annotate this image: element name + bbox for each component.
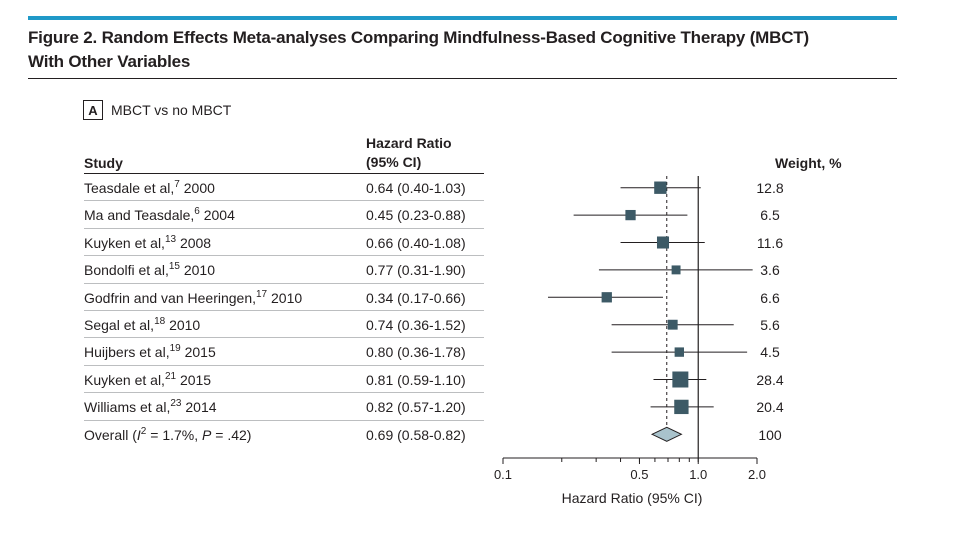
weight-value: 6.6 <box>760 289 780 306</box>
weight-value: 4.5 <box>760 344 780 361</box>
reference-superscript: 19 <box>169 343 181 355</box>
column-header-study: Study <box>84 155 123 171</box>
weight-value: 12.8 <box>756 180 784 196</box>
reference-superscript: 21 <box>164 370 177 382</box>
study-name: Bondolfi et al,15 2010 <box>84 261 216 279</box>
study-name: Ma and Teasdale,6 2004 <box>84 206 235 224</box>
study-name: Godfrin and van Heeringen,17 2010 <box>84 288 303 306</box>
header-rule <box>84 173 484 174</box>
study-name: Huijbers et al,19 2015 <box>84 343 216 361</box>
column-header-hr-line-2: (95% CI) <box>366 154 422 170</box>
table-row: Bondolfi et al,15 2010 0.77 (0.31-1.90) <box>84 256 484 284</box>
panel-label: A MBCT vs no MBCT <box>83 100 231 120</box>
reference-superscript: 23 <box>170 398 182 410</box>
study-estimate-marker <box>625 209 636 221</box>
figure-title-line-1: Figure 2. Random Effects Meta-analyses C… <box>28 28 809 47</box>
table-row: Kuyken et al,13 2008 0.66 (0.40-1.08) <box>84 229 484 257</box>
reference-superscript: 13 <box>164 233 177 245</box>
x-axis-label: Hazard Ratio (95% CI) <box>562 490 703 506</box>
row-rule <box>84 392 484 394</box>
study-estimate-marker <box>667 319 678 330</box>
x-axis-tick-label: 0.1 <box>494 467 512 482</box>
overall-label: Overall (I2 = 1.7%, P = .42) <box>84 425 252 443</box>
table-row: Williams et al,23 2014 0.82 (0.57-1.20) <box>84 393 484 421</box>
overall-weight-value: 100 <box>758 426 782 443</box>
overall-diamond <box>650 426 683 442</box>
row-rule <box>84 255 484 257</box>
column-header-hazard-ratio: Hazard Ratio (95% CI) <box>366 134 452 172</box>
table-row: Segal et al,18 2010 0.74 (0.36-1.52) <box>84 311 484 339</box>
hazard-ratio-value: 0.77 (0.31-1.90) <box>366 262 466 279</box>
row-rule <box>84 282 484 284</box>
column-header-weight: Weight, % <box>775 155 842 171</box>
x-axis-tick-label: 1.0 <box>689 467 707 482</box>
figure-title: Figure 2. Random Effects Meta-analyses C… <box>28 26 897 74</box>
row-rule <box>84 419 484 421</box>
study-name: Teasdale et al,7 2000 <box>84 179 215 197</box>
weight-value: 6.5 <box>760 207 780 224</box>
panel-caption: MBCT vs no MBCT <box>111 102 232 118</box>
reference-superscript: 18 <box>154 316 166 327</box>
reference-superscript: 15 <box>168 261 180 273</box>
hazard-ratio-value: 0.82 (0.57-1.20) <box>366 399 466 416</box>
study-name: Kuyken et al,21 2015 <box>84 370 212 388</box>
column-header-hr-line-1: Hazard Ratio <box>366 135 452 151</box>
study-estimate-marker <box>654 181 667 194</box>
table-row: Kuyken et al,21 2015 0.81 (0.59-1.10) <box>84 366 484 394</box>
table-row: Godfrin and van Heeringen,17 2010 0.34 (0… <box>84 284 484 311</box>
table-row: Ma and Teasdale,6 2004 0.45 (0.23-0.88) <box>84 201 484 229</box>
reference-superscript: 6 <box>194 206 200 218</box>
study-estimate-marker <box>601 292 612 303</box>
study-name: Williams et al,23 2014 <box>84 398 217 416</box>
panel-letter: A <box>83 100 103 120</box>
hazard-ratio-value: 0.74 (0.36-1.52) <box>366 317 466 333</box>
reference-superscript: 17 <box>256 288 268 300</box>
hazard-ratio-value: 0.64 (0.40-1.03) <box>366 180 466 196</box>
study-name: Kuyken et al,13 2008 <box>84 233 212 251</box>
study-estimate-marker <box>672 371 689 388</box>
table-row: Teasdale et al,7 2000 0.64 (0.40-1.03) <box>84 174 484 202</box>
study-estimate-marker <box>674 399 689 415</box>
title-rule <box>28 78 897 79</box>
reference-superscript: 7 <box>174 179 180 190</box>
weight-value: 5.6 <box>760 317 780 333</box>
hazard-ratio-value: 0.81 (0.59-1.10) <box>366 371 466 388</box>
row-rule <box>84 227 484 229</box>
top-accent-bar <box>28 16 897 20</box>
hazard-ratio-value: 0.66 (0.40-1.08) <box>366 234 466 251</box>
overall-hazard-ratio-value: 0.69 (0.58-0.82) <box>366 426 466 443</box>
weight-value: 3.6 <box>760 262 780 279</box>
row-rule <box>84 200 484 202</box>
x-axis-tick-label: 2.0 <box>748 467 766 482</box>
hazard-ratio-value: 0.45 (0.23-0.88) <box>366 207 466 224</box>
row-rule <box>84 337 484 339</box>
table-row: Huijbers et al,19 2015 0.80 (0.36-1.78) <box>84 338 484 366</box>
row-rule <box>84 364 484 366</box>
study-estimate-marker <box>671 265 681 275</box>
study-estimate-marker <box>656 236 670 249</box>
x-axis-tick-label: 0.5 <box>630 467 648 482</box>
row-rule <box>84 309 484 311</box>
study-estimate-marker <box>674 347 684 357</box>
weight-value: 20.4 <box>756 399 784 416</box>
hazard-ratio-value: 0.34 (0.17-0.66) <box>366 289 466 306</box>
weight-value: 11.6 <box>756 234 784 251</box>
study-name: Segal et al,18 2010 <box>84 316 201 334</box>
hazard-ratio-value: 0.80 (0.36-1.78) <box>366 344 466 361</box>
overall-row: Overall (I2 = 1.7%, P = .42) 0.69 (0.58-0… <box>84 421 484 448</box>
figure-title-line-2: With Other Variables <box>28 52 191 71</box>
weight-value: 28.4 <box>756 371 784 388</box>
